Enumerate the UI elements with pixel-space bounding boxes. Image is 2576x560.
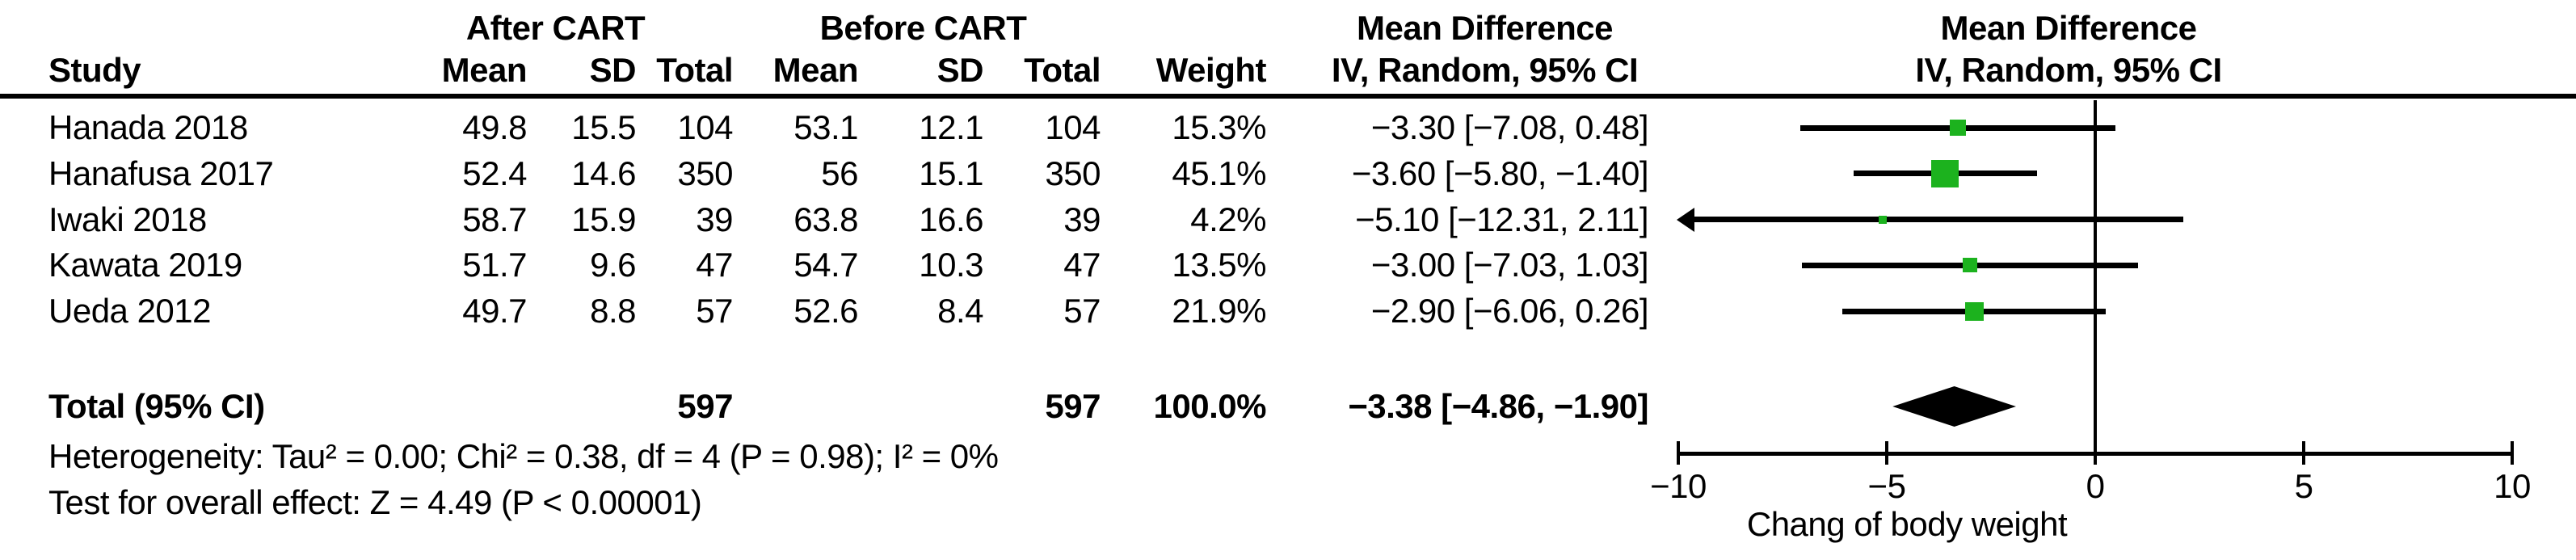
column-header-before-total: Total xyxy=(1024,51,1101,89)
forest-plot-area: Mean Difference IV, Random, 95% CI −10 −5… xyxy=(1648,0,2576,560)
group-header-row: After CART Before CART Mean Difference xyxy=(0,8,1697,48)
cell-a_mean: 49.8 xyxy=(462,108,527,146)
cell-b_total: 47 xyxy=(1063,246,1101,284)
table-row: Kawata 2019 51.7 9.6 47 54.7 10.3 47 13.5% −3.00… xyxy=(0,243,1697,287)
cell-ci: −3.60 [−5.80, −1.40] xyxy=(1351,154,1649,192)
axis-line xyxy=(1677,452,2514,456)
cell-weight: 21.9% xyxy=(1172,292,1266,330)
plot-header-ci-method: IV, Random, 95% CI xyxy=(1915,51,2222,89)
column-header-ci: IV, Random, 95% CI xyxy=(1331,51,1639,89)
cell-b_mean: 52.6 xyxy=(793,292,858,330)
column-header-before-mean: Mean xyxy=(772,51,859,89)
ci-clipped-arrow-icon xyxy=(1677,207,1694,232)
column-header-before-sd: SD xyxy=(937,51,984,89)
study-weight-marker xyxy=(1878,215,1887,224)
table-row: Ueda 2012 49.7 8.8 57 52.6 8.4 57 21.9% −2.90 [−… xyxy=(0,289,1697,333)
cell-a_sd: 15.5 xyxy=(571,108,636,146)
cell-b_sd: 8.4 xyxy=(937,292,983,330)
cell-a_mean: 58.7 xyxy=(462,200,527,238)
cell-a_total: 350 xyxy=(677,154,733,192)
cell-a_total: 47 xyxy=(696,246,733,284)
axis-tick xyxy=(2511,441,2514,465)
cell-a_total: 104 xyxy=(677,108,733,146)
axis-tick-label: 10 xyxy=(2494,467,2531,505)
cell-study: Kawata 2019 xyxy=(48,246,242,284)
cell-weight: 13.5% xyxy=(1172,246,1266,284)
column-header-study: Study xyxy=(48,51,141,89)
cell-ci: −5.10 [−12.31, 2.11] xyxy=(1355,200,1648,238)
overall-effect-line: Test for overall effect: Z = 4.49 (P < 0… xyxy=(48,483,702,521)
cell-study: Ueda 2012 xyxy=(48,292,212,330)
plot-header-mean-difference: Mean Difference xyxy=(1940,9,2197,47)
study-weight-marker xyxy=(1931,159,1959,187)
cell-study: Hanada 2018 xyxy=(48,108,248,146)
table-row: Iwaki 2018 58.7 15.9 39 63.8 16.6 39 4.2% −5.10 … xyxy=(0,198,1697,242)
cell-study: Hanafusa 2017 xyxy=(48,154,274,192)
study-weight-marker xyxy=(1949,120,1966,136)
cell-b_mean: 54.7 xyxy=(793,246,858,284)
axis-tick-label: 5 xyxy=(2294,467,2313,505)
cell-a_sd: 9.6 xyxy=(590,246,636,284)
cell-b_total: 104 xyxy=(1045,108,1101,146)
cell-a_total: 39 xyxy=(696,200,733,238)
cell-b_sd: 16.6 xyxy=(919,200,983,238)
group-header-spacer xyxy=(1107,8,1273,48)
group-header-after-cart: After CART xyxy=(465,9,646,47)
axis-tick-label: 0 xyxy=(2086,467,2105,505)
cell-b_total: 39 xyxy=(1063,200,1101,238)
total-row: Total (95% CI) 597 597 100.0% −3.38 [−4.… xyxy=(0,385,1697,428)
cell-b_mean: 63.8 xyxy=(793,200,858,238)
group-header-spacer xyxy=(0,8,372,48)
axis-tick xyxy=(1885,441,1888,465)
cell-a_total: 57 xyxy=(696,292,733,330)
total-weight: 100.0% xyxy=(1153,387,1267,425)
cell-weight: 4.2% xyxy=(1190,200,1266,238)
cell-b_sd: 10.3 xyxy=(919,246,983,284)
column-header-after-sd: SD xyxy=(589,51,637,89)
axis-tick xyxy=(2302,441,2305,465)
cell-b_mean: 56 xyxy=(821,154,858,192)
zero-effect-line xyxy=(2094,100,2097,465)
column-header-after-mean: Mean xyxy=(441,51,528,89)
cell-b_sd: 15.1 xyxy=(919,154,983,192)
total-before-n: 597 xyxy=(1045,387,1101,425)
table-row: Hanada 2018 49.8 15.5 104 53.1 12.1 104 15.3% −3… xyxy=(0,106,1697,149)
total-after-n: 597 xyxy=(677,387,733,425)
cell-weight: 45.1% xyxy=(1172,154,1266,192)
total-ci: −3.38 [−4.86, −1.90] xyxy=(1348,387,1648,425)
axis-tick xyxy=(1677,441,1680,465)
cell-a_sd: 8.8 xyxy=(590,292,636,330)
cell-ci: −3.30 [−7.08, 0.48] xyxy=(1370,108,1649,146)
group-header-mean-difference: Mean Difference xyxy=(1357,9,1613,47)
axis-tick-label: −10 xyxy=(1650,467,1707,505)
header-divider xyxy=(0,94,2576,99)
cell-b_total: 57 xyxy=(1063,292,1101,330)
study-weight-marker xyxy=(1964,301,1984,321)
cell-a_mean: 49.7 xyxy=(462,292,527,330)
cell-ci: −2.90 [−6.06, 0.26] xyxy=(1370,292,1649,330)
column-header-weight: Weight xyxy=(1155,51,1267,89)
cell-b_total: 350 xyxy=(1045,154,1101,192)
cell-a_mean: 52.4 xyxy=(462,154,527,192)
table-row: Hanafusa 2017 52.4 14.6 350 56 15.1 350 45.1% −3… xyxy=(0,152,1697,196)
cell-study: Iwaki 2018 xyxy=(48,200,207,238)
column-header-row: Study Mean SD Total Mean SD Total Weight… xyxy=(0,50,1697,91)
axis-tick-label: −5 xyxy=(1867,467,1906,505)
group-header-before-cart: Before CART xyxy=(819,9,1027,47)
cell-b_sd: 12.1 xyxy=(919,108,983,146)
total-label: Total (95% CI) xyxy=(48,387,265,425)
study-ci-line xyxy=(1693,217,2183,223)
cell-a_sd: 15.9 xyxy=(571,200,636,238)
cell-b_mean: 53.1 xyxy=(793,108,858,146)
cell-weight: 15.3% xyxy=(1172,108,1266,146)
total-diamond xyxy=(1892,386,2016,427)
axis-caption: Chang of body weight xyxy=(1746,505,2068,543)
column-header-after-total: Total xyxy=(656,51,733,89)
heterogeneity-line: Heterogeneity: Tau² = 0.00; Chi² = 0.38,… xyxy=(48,437,999,475)
cell-a_sd: 14.6 xyxy=(571,154,636,192)
cell-a_mean: 51.7 xyxy=(462,246,527,284)
cell-ci: −3.00 [−7.03, 1.03] xyxy=(1370,246,1649,284)
study-weight-marker xyxy=(1963,258,1978,273)
